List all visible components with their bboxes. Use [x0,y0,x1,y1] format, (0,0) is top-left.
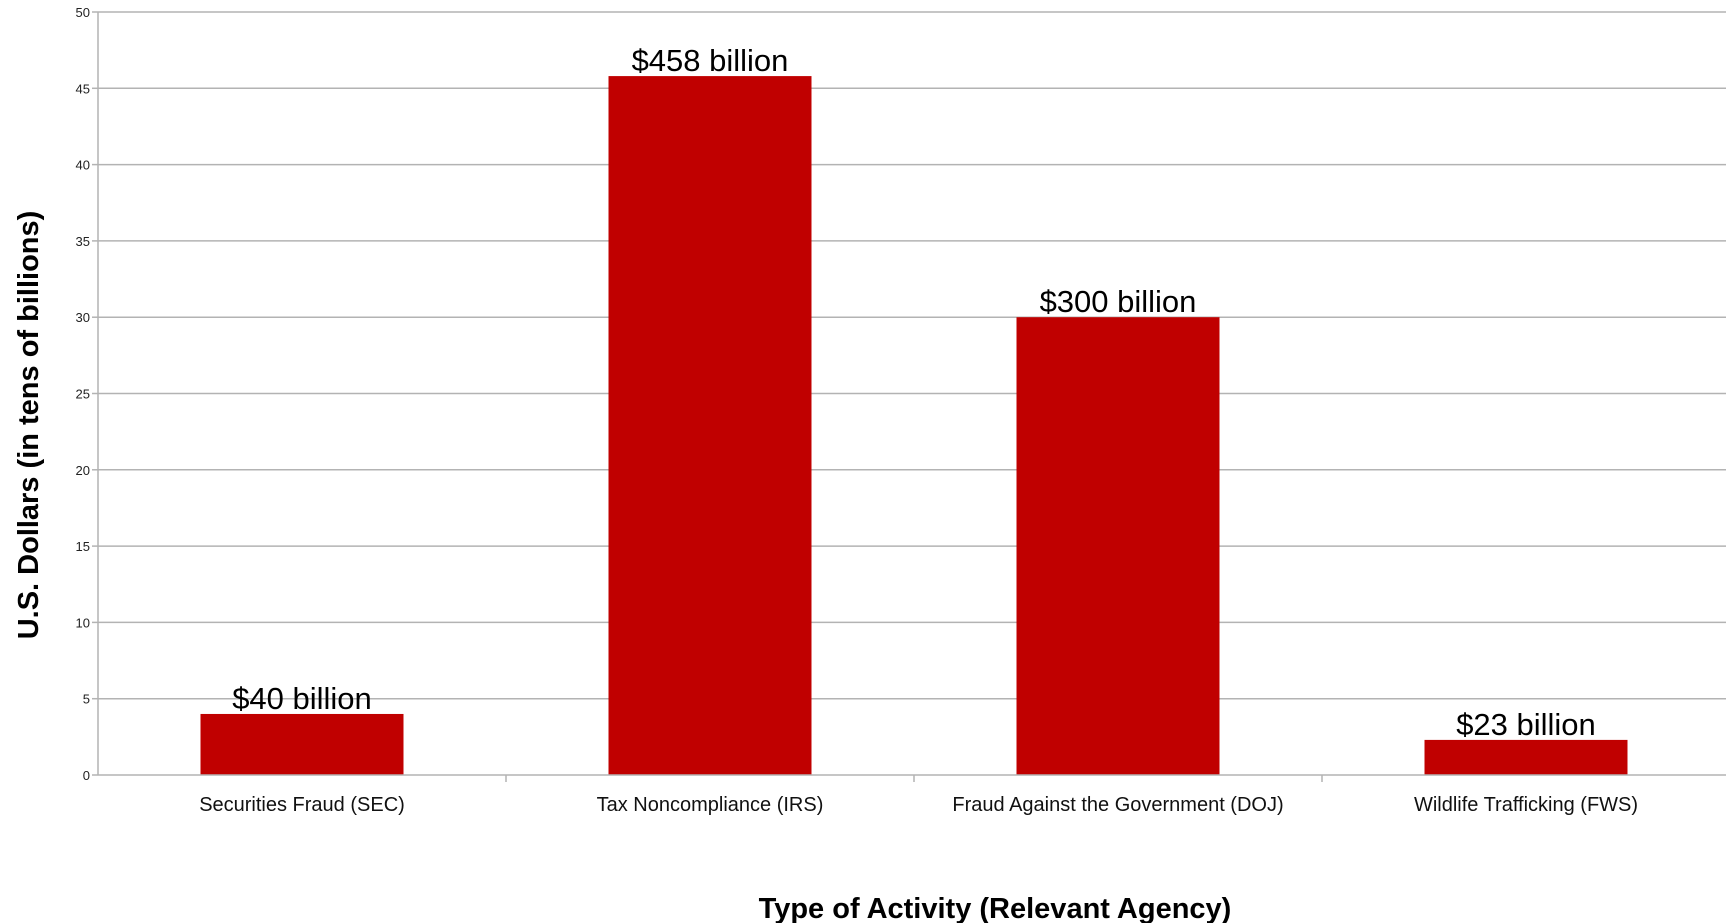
y-tick-label: 0 [83,768,90,783]
y-tick-label: 20 [76,463,90,478]
y-tick-label: 40 [76,158,90,173]
x-tick-label: Fraud Against the Government (DOJ) [952,794,1283,816]
y-axis-title: U.S. Dollars (in tens of billions) [13,211,45,640]
x-tick-label: Wildlife Trafficking (FWS) [1414,794,1638,816]
y-tick-labels: 0 5 10 15 20 25 30 35 40 45 50 [76,5,90,783]
y-tick-label: 30 [76,310,90,325]
data-labels: $40 billion $458 billion $300 billion $23 b… [232,43,1596,742]
axes [97,12,1726,782]
data-label: $23 billion [1456,707,1596,742]
bars [200,76,1628,776]
y-tick-label: 25 [76,387,90,402]
bar [1016,317,1220,775]
bar [200,713,404,775]
x-tick-label: Tax Noncompliance (IRS) [597,794,824,816]
data-label: $458 billion [632,43,789,78]
bar [608,76,812,776]
y-tick-label: 50 [76,5,90,20]
y-tick-label: 15 [76,539,90,554]
y-tick-label: 10 [76,615,90,630]
data-label: $300 billion [1040,284,1197,319]
x-category-labels: Securities Fraud (SEC) Tax Noncompliance … [199,794,1638,816]
y-tick-label: 5 [83,692,90,707]
y-tick-label: 45 [76,81,90,96]
data-label: $40 billion [232,681,372,716]
x-tick-label: Securities Fraud (SEC) [199,794,405,816]
bar [1424,739,1628,775]
gridlines [92,11,1726,776]
y-tick-label: 35 [76,234,90,249]
x-axis-title: Type of Activity (Relevant Agency) [759,893,1232,923]
